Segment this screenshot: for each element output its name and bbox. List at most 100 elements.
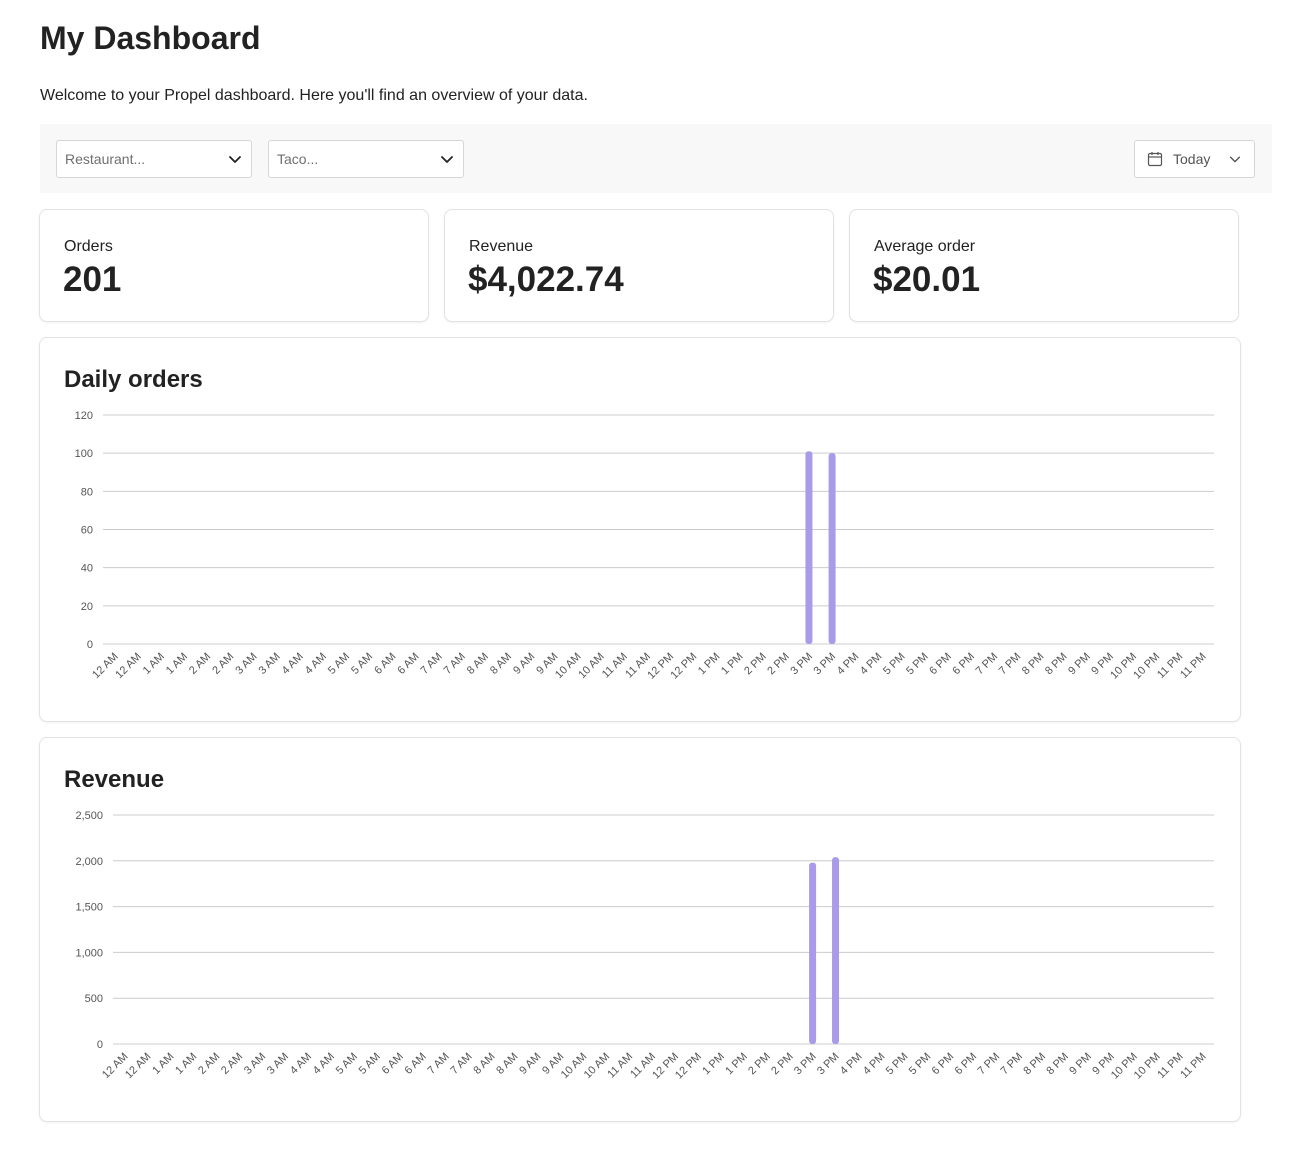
x-tick-label: 11 PM xyxy=(1178,1051,1208,1081)
chart-bar[interactable] xyxy=(809,862,817,1044)
average-order-kpi-card: Average order $20.01 xyxy=(849,209,1239,322)
x-tick-label: 2 AM xyxy=(187,651,213,677)
y-tick-label: 20 xyxy=(81,601,93,613)
chart-bar[interactable] xyxy=(828,453,836,644)
y-tick-label: 100 xyxy=(75,448,93,460)
taco-select[interactable]: Taco... xyxy=(268,140,464,178)
x-tick-label: 2 AM xyxy=(210,651,236,677)
x-tick-label: 6 AM xyxy=(403,1051,429,1077)
x-tick-label: 3 PM xyxy=(792,1051,819,1078)
x-tick-label: 6 PM xyxy=(950,651,977,678)
x-tick-label: 3 AM xyxy=(265,1051,291,1077)
x-tick-label: 8 AM xyxy=(488,651,514,677)
x-tick-label: 12 AM xyxy=(123,1051,154,1082)
x-tick-label: 5 PM xyxy=(904,651,931,678)
x-tick-label: 5 PM xyxy=(881,651,908,678)
x-tick-label: 3 AM xyxy=(242,1051,268,1077)
y-tick-label: 500 xyxy=(85,993,103,1005)
x-tick-label: 9 AM xyxy=(511,651,537,677)
x-tick-label: 9 PM xyxy=(1066,651,1093,678)
y-tick-label: 60 xyxy=(81,525,93,537)
x-tick-label: 6 AM xyxy=(380,1051,406,1077)
x-tick-label: 10 PM xyxy=(1131,651,1162,682)
x-tick-label: 4 PM xyxy=(838,1051,865,1078)
x-tick-label: 6 AM xyxy=(395,651,421,677)
chart-title: Revenue xyxy=(64,766,165,793)
x-tick-label: 11 AM xyxy=(600,651,630,681)
x-tick-label: 8 PM xyxy=(1043,651,1070,678)
x-tick-label: 8 PM xyxy=(1021,1051,1048,1078)
x-tick-label: 7 PM xyxy=(997,651,1024,678)
x-tick-label: 2 PM xyxy=(769,1051,796,1078)
intro-text: Welcome to your Propel dashboard. Here y… xyxy=(40,87,588,104)
restaurant-select-placeholder: Restaurant... xyxy=(65,151,146,167)
chart-bar[interactable] xyxy=(805,451,813,644)
x-tick-label: 6 PM xyxy=(927,651,954,678)
x-tick-label: 10 AM xyxy=(582,1051,613,1082)
y-tick-label: 2,000 xyxy=(75,856,103,868)
x-tick-label: 4 AM xyxy=(280,651,306,677)
filter-bar: Restaurant... Taco... Today xyxy=(40,124,1272,193)
kpi-label: Orders xyxy=(64,238,113,255)
page-title: My Dashboard xyxy=(40,20,261,56)
x-tick-label: 5 PM xyxy=(884,1051,911,1078)
x-tick-label: 10 AM xyxy=(576,651,607,682)
x-tick-label: 4 AM xyxy=(311,1051,337,1077)
y-tick-label: 2,500 xyxy=(75,810,103,822)
x-tick-label: 12 PM xyxy=(668,651,699,682)
x-tick-label: 5 AM xyxy=(326,651,352,677)
x-tick-label: 12 AM xyxy=(113,651,144,682)
x-tick-label: 3 AM xyxy=(233,651,259,677)
x-tick-label: 1 AM xyxy=(150,1051,176,1077)
calendar-icon xyxy=(1147,152,1163,167)
orders-kpi-card: Orders 201 xyxy=(39,209,429,322)
x-tick-label: 2 AM xyxy=(196,1051,222,1077)
taco-select-placeholder: Taco... xyxy=(277,151,319,167)
x-tick-label: 2 PM xyxy=(746,1051,773,1078)
kpi-value: 201 xyxy=(63,260,122,299)
revenue-kpi-card: Revenue $4,022.74 xyxy=(444,209,834,322)
x-tick-label: 8 AM xyxy=(494,1051,520,1077)
x-tick-label: 11 PM xyxy=(1178,651,1208,681)
x-tick-label: 8 PM xyxy=(1044,1051,1071,1078)
x-tick-label: 8 PM xyxy=(1020,651,1047,678)
date-range-label: Today xyxy=(1173,151,1211,167)
x-tick-label: 2 PM xyxy=(765,651,792,678)
x-tick-label: 1 AM xyxy=(141,651,167,677)
x-tick-label: 7 PM xyxy=(999,1051,1026,1078)
x-tick-label: 12 PM xyxy=(673,1051,704,1082)
x-tick-label: 11 AM xyxy=(605,1051,635,1081)
x-tick-label: 1 PM xyxy=(719,651,746,678)
chevron-down-icon xyxy=(441,156,453,163)
x-tick-label: 1 AM xyxy=(173,1051,199,1077)
x-tick-label: 3 PM xyxy=(788,651,815,678)
x-tick-label: 1 PM xyxy=(723,1051,750,1078)
chart-bar[interactable] xyxy=(832,857,840,1044)
x-tick-label: 6 AM xyxy=(372,651,398,677)
x-tick-label: 8 AM xyxy=(465,651,491,677)
chevron-down-icon xyxy=(229,156,241,163)
x-tick-label: 6 PM xyxy=(930,1051,957,1078)
date-range-picker[interactable]: Today xyxy=(1134,140,1255,178)
x-tick-label: 10 PM xyxy=(1132,1051,1163,1082)
kpi-value: $4,022.74 xyxy=(468,260,624,299)
x-tick-label: 6 PM xyxy=(953,1051,980,1078)
x-tick-label: 7 PM xyxy=(974,651,1001,678)
x-tick-label: 5 AM xyxy=(349,651,375,677)
x-tick-label: 3 PM xyxy=(815,1051,842,1078)
x-tick-label: 1 PM xyxy=(696,651,723,678)
x-tick-label: 5 PM xyxy=(907,1051,934,1078)
x-tick-label: 4 PM xyxy=(861,1051,888,1078)
x-tick-label: 4 PM xyxy=(858,651,885,678)
daily-orders-chart-card: Daily orders 0 20 40 60 80 100 120 12 AM 12 AM 1 … xyxy=(39,337,1241,722)
revenue-chart-card: Revenue 0 500 1,000 1,500 2,000 2,500 12 AM 12 … xyxy=(39,737,1241,1122)
x-tick-label: 7 AM xyxy=(442,651,468,677)
y-tick-label: 80 xyxy=(81,486,93,498)
x-tick-label: 9 AM xyxy=(517,1051,543,1077)
restaurant-select[interactable]: Restaurant... xyxy=(56,140,252,178)
x-tick-label: 2 AM xyxy=(219,1051,245,1077)
kpi-label: Average order xyxy=(874,238,976,255)
x-tick-label: 9 PM xyxy=(1067,1051,1094,1078)
